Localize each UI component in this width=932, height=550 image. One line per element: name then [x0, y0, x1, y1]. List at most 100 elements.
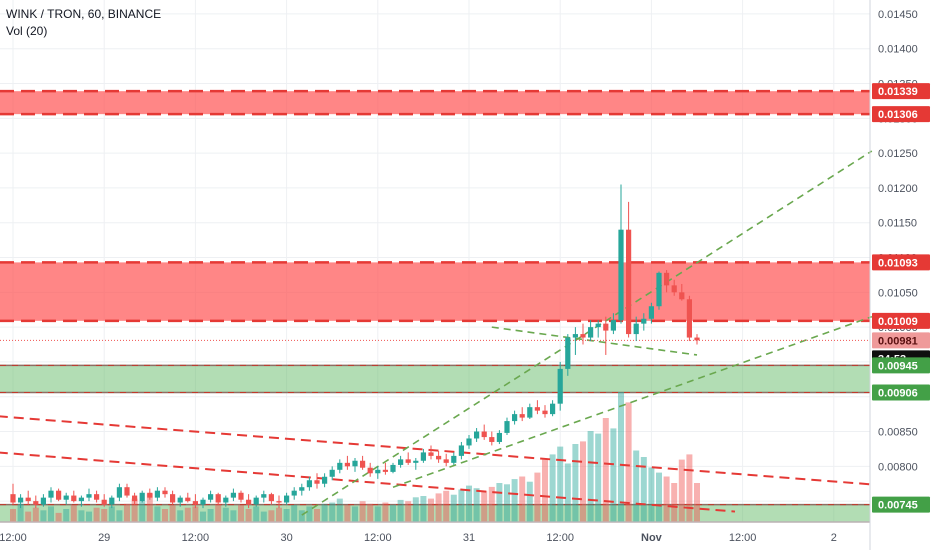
volume-bar: [458, 489, 465, 522]
volume-bar: [78, 510, 85, 522]
candle-body: [550, 403, 556, 415]
volume-bar: [397, 499, 404, 522]
price-label-text: 0.01306: [878, 109, 918, 121]
volume-bar: [625, 402, 632, 522]
candle-body: [177, 497, 183, 503]
candle-body: [253, 497, 259, 505]
candle-body: [63, 495, 69, 500]
volume-bar: [382, 502, 389, 522]
volume-bar: [656, 472, 662, 522]
trendline-green: [491, 326, 698, 356]
volume-bar: [55, 512, 62, 522]
y-tick-label: 0.01250: [878, 148, 918, 160]
volume-bar: [504, 484, 510, 522]
y-tick-label: 0.01200: [878, 183, 918, 195]
candle-body: [420, 452, 426, 461]
volume-bar: [298, 510, 305, 522]
volume-bar: [329, 502, 336, 522]
candle-body: [610, 320, 616, 331]
volume-bar: [633, 450, 640, 522]
candle-body: [291, 490, 297, 496]
volume-bar: [686, 454, 693, 522]
volume-bar: [238, 505, 244, 522]
volume-bar: [207, 509, 214, 522]
volume-bar: [116, 510, 123, 522]
volume-bar: [131, 498, 138, 522]
volume-bar: [450, 494, 457, 522]
volume-bar: [519, 476, 526, 522]
candle-body: [185, 497, 191, 502]
volume-bar: [428, 498, 434, 522]
volume-bar: [268, 510, 275, 522]
x-tick-label: Nov: [641, 532, 663, 544]
candle-body: [588, 327, 594, 338]
candle-body: [367, 467, 373, 474]
volume-bar: [336, 498, 343, 522]
volume-bar: [314, 509, 320, 522]
resistance-zone: [0, 91, 870, 115]
candle-body: [489, 437, 495, 442]
candle-body: [215, 494, 221, 503]
candle-body: [436, 455, 442, 460]
candle-body: [192, 501, 198, 505]
volume-bar: [390, 505, 396, 522]
volume-indicator-label: Vol (20): [6, 24, 48, 38]
candle-body: [261, 494, 267, 498]
candle-body: [268, 494, 274, 502]
volume-bar: [344, 505, 351, 522]
chart-legend: WINK / TRON, 60, BINANCE Vol (20): [6, 6, 161, 40]
candle-body: [496, 432, 502, 442]
candle-body: [641, 318, 647, 324]
candle-body: [78, 497, 84, 502]
price-label-text: 0.00745: [878, 500, 918, 512]
candle-body: [10, 494, 16, 503]
candle-body: [33, 501, 39, 505]
volume-bar: [306, 506, 313, 522]
volume-bar: [260, 511, 267, 522]
candle-body: [504, 421, 510, 433]
candle-body: [382, 469, 388, 472]
candle-body: [344, 462, 350, 467]
y-tick-label: 0.01450: [878, 9, 918, 21]
volume-bar: [473, 488, 480, 522]
volume-bar: [86, 511, 92, 522]
candle-body: [329, 469, 335, 477]
candle-body: [565, 337, 571, 369]
price-label-text: 0.00906: [878, 388, 918, 400]
volume-bar: [488, 486, 495, 522]
price-label-box: [872, 83, 930, 100]
trendline-green: [392, 315, 873, 488]
volume-bar: [10, 509, 16, 522]
candle-body: [618, 229, 624, 321]
resistance-zone: [0, 262, 870, 321]
candle-body: [223, 497, 229, 503]
volume-bar: [557, 446, 564, 522]
candle-body: [626, 229, 632, 335]
x-tick-label: 12:00: [182, 532, 210, 544]
volume-bar: [511, 479, 518, 522]
price-label-text: 0.01093: [878, 257, 918, 269]
candle-body: [671, 285, 677, 293]
volume-bar: [70, 505, 77, 522]
candle-body: [208, 494, 214, 500]
volume-bar: [572, 444, 579, 522]
volume-bar: [640, 457, 647, 522]
trendline-green: [301, 150, 873, 516]
volume-bar: [526, 481, 533, 522]
candle-body: [86, 494, 92, 498]
price-axis: 0.014500.014000.013500.013000.012500.012…: [869, 0, 918, 550]
candle-body: [542, 410, 548, 415]
volume-bar: [283, 509, 290, 522]
candle-body: [246, 499, 252, 505]
candle-body: [694, 337, 700, 341]
candle-body: [94, 494, 100, 500]
candle-body: [519, 414, 525, 418]
candle-body: [230, 492, 236, 498]
volume-bar: [169, 505, 176, 522]
support-zone: [0, 365, 870, 393]
candle-body: [132, 495, 138, 502]
volume-bar: [595, 433, 602, 522]
volume-bar: [671, 483, 678, 522]
price-label-box: [872, 332, 930, 349]
